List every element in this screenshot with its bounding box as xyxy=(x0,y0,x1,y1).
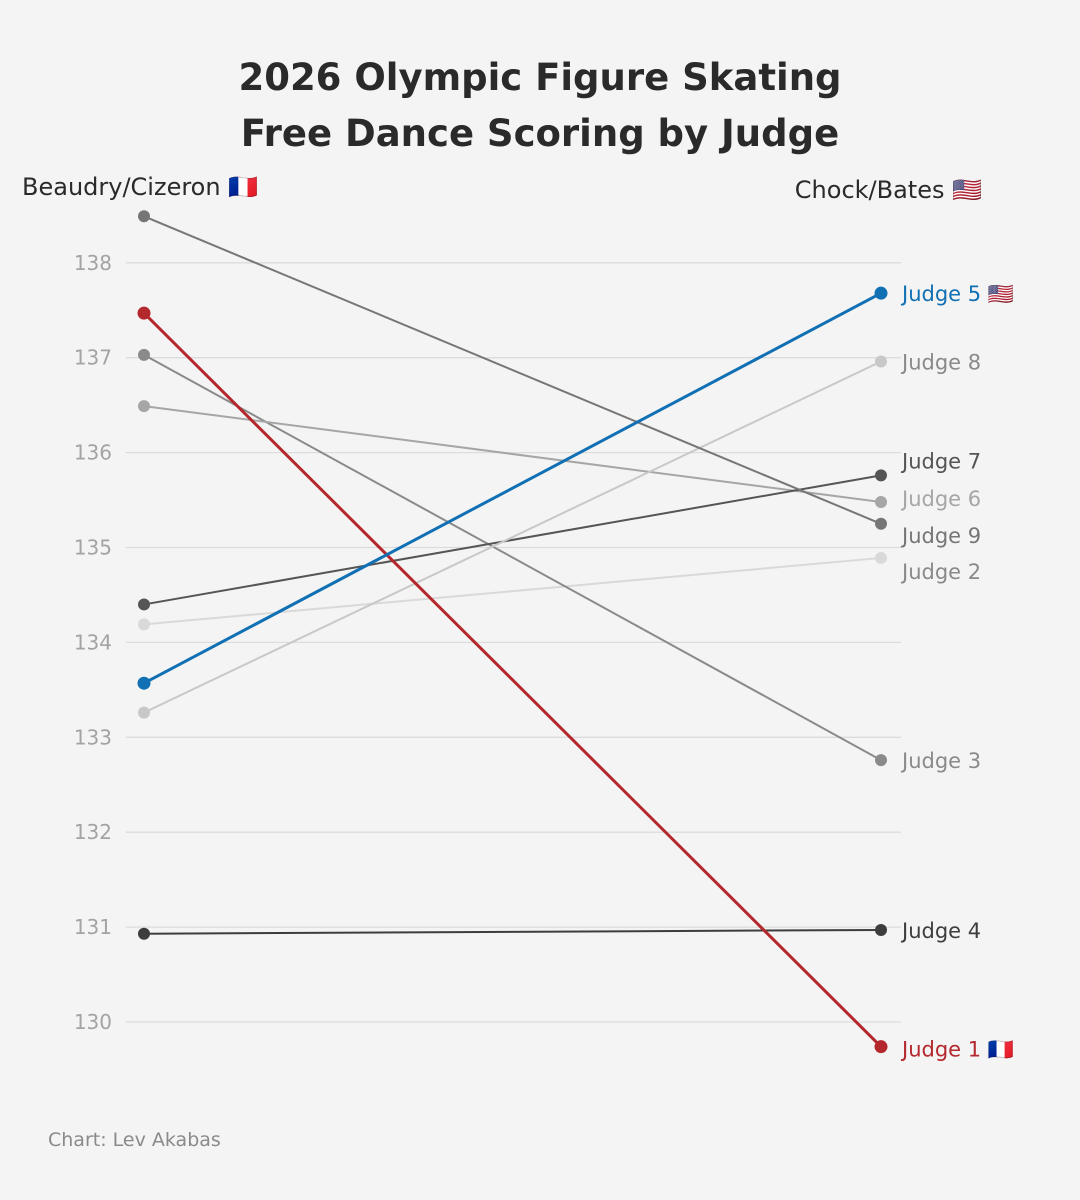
point-right-judge-2 xyxy=(875,551,887,564)
series-judge-7 xyxy=(138,469,887,611)
point-left-judge-5 xyxy=(137,676,151,690)
point-left-judge-2 xyxy=(138,618,150,631)
series-judge-4 xyxy=(138,923,887,940)
left-axis-label: Beaudry/Cizeron 🇫🇷 xyxy=(22,173,258,201)
series-line-judge-8 xyxy=(143,360,882,714)
y-tick-labels: 130 131 132 133 134 135 136 137 138 xyxy=(74,251,112,1034)
point-right-judge-8 xyxy=(875,355,887,368)
chart-credit: Chart: Lev Akabas xyxy=(48,1129,221,1151)
series-judge-2 xyxy=(138,551,887,631)
point-left-judge-3 xyxy=(138,348,150,361)
series-line-judge-4 xyxy=(143,928,882,935)
label-judge-2: Judge 2 xyxy=(900,560,981,584)
series-line-judge-3 xyxy=(143,353,882,761)
series-judge-9 xyxy=(138,210,887,530)
label-judge-4: Judge 4 xyxy=(900,919,981,943)
point-right-judge-3 xyxy=(875,754,887,767)
point-left-judge-1 xyxy=(137,306,151,320)
series-line-judge-9 xyxy=(143,215,882,525)
label-judge-3: Judge 3 xyxy=(900,749,981,773)
label-judge-1: Judge 1 🇫🇷 xyxy=(900,1038,1014,1062)
y-tick-label: 131 xyxy=(74,915,112,939)
point-right-judge-1 xyxy=(874,1040,888,1054)
point-left-judge-6 xyxy=(138,400,150,413)
series-judge-1 xyxy=(137,306,888,1054)
y-tick-label: 134 xyxy=(74,630,112,654)
label-judge-7: Judge 7 xyxy=(900,449,981,473)
y-tick-label: 136 xyxy=(74,441,112,465)
y-tick-label: 138 xyxy=(74,251,112,275)
y-tick-label: 132 xyxy=(74,820,112,844)
series-line-judge-6 xyxy=(143,405,882,503)
series-judge-8 xyxy=(138,355,887,719)
series-lines xyxy=(137,210,888,1054)
gridlines xyxy=(126,262,901,1023)
y-tick-label: 135 xyxy=(74,536,112,560)
point-right-judge-9 xyxy=(875,517,887,530)
label-judge-9: Judge 9 xyxy=(900,524,981,548)
series-line-judge-1 xyxy=(142,312,883,1048)
label-judge-8: Judge 8 xyxy=(900,350,981,374)
y-tick-label: 137 xyxy=(74,346,112,370)
judge-labels: Judge 2 Judge 3 Judge 4 Judge 6 Judge 7 Judge… xyxy=(900,282,1014,1062)
point-right-judge-5 xyxy=(874,286,888,300)
point-right-judge-4 xyxy=(875,923,887,936)
point-right-judge-6 xyxy=(875,495,887,508)
y-tick-label: 133 xyxy=(74,725,112,749)
point-left-judge-9 xyxy=(138,210,150,223)
series-judge-6 xyxy=(138,400,887,508)
label-judge-5: Judge 5 🇺🇸 xyxy=(900,282,1014,306)
series-line-judge-7 xyxy=(143,474,882,606)
point-right-judge-7 xyxy=(875,469,887,482)
y-tick-label: 130 xyxy=(74,1010,112,1034)
point-left-judge-7 xyxy=(138,598,150,611)
right-axis-label: Chock/Bates 🇺🇸 xyxy=(795,176,982,204)
chart-title-line-1: 2026 Olympic Figure Skating xyxy=(238,56,841,99)
point-left-judge-4 xyxy=(138,927,150,940)
label-judge-6: Judge 6 xyxy=(900,487,981,511)
series-line-judge-5 xyxy=(143,291,882,685)
point-left-judge-8 xyxy=(138,706,150,719)
series-line-judge-2 xyxy=(143,556,882,626)
series-judge-5 xyxy=(137,286,888,690)
chart-title-line-2: Free Dance Scoring by Judge xyxy=(241,112,839,155)
